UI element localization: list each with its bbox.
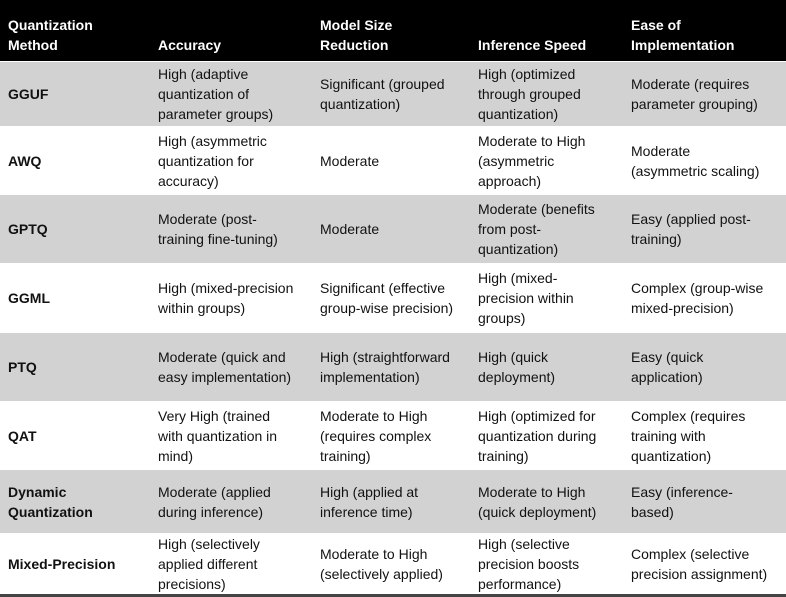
cell-accuracy: Moderate (applied during inference) (150, 469, 312, 534)
header-size: Model Size Reduction (312, 0, 470, 62)
cell-ease: Complex (requires training with quantiza… (631, 407, 746, 464)
cell-speed: High (optimized for quantization during … (478, 407, 597, 464)
cell-accuracy: High (asymmetric quantization for accura… (158, 132, 267, 189)
cell-speed: Moderate to High (quick deployment) (470, 469, 623, 534)
header-accuracy: Accuracy (150, 0, 312, 62)
cell-accuracy: Very High (trained with quantization in … (158, 407, 278, 464)
cell-speed: High (mixed- precision within groups) (478, 270, 574, 326)
cell-ease: Easy (applied post- training) (623, 194, 786, 264)
header-row: Quantization Method Accuracy Model Size … (0, 0, 786, 62)
cell-ease: Complex (selective precision assignment) (631, 546, 768, 582)
table-row: GPTQ Moderate (post- training fine-tuning… (0, 194, 786, 264)
cell-method: Dynamic Quantization (0, 469, 150, 534)
cell-method: GGML (8, 290, 50, 306)
cell-size: Moderate to High (selectively applied) (320, 546, 443, 582)
cell-speed: Moderate to High (asymmetric approach) (478, 132, 586, 189)
cell-ease: Moderate (asymmetric scaling) (631, 142, 760, 179)
table-row: AWQ High (asymmetric quantization for acc… (0, 126, 786, 195)
cell-accuracy: Moderate (quick and easy implementation) (150, 332, 312, 402)
cell-ease: Moderate (requires parameter grouping) (623, 61, 786, 127)
cell-ease: Complex (group-wise mixed-precision) (631, 280, 764, 316)
cell-speed: High (quick deployment) (470, 332, 623, 402)
cell-accuracy: High (selectively applied different prec… (158, 536, 260, 592)
cell-method: GGUF (0, 61, 150, 127)
cell-method: AWQ (8, 152, 42, 169)
table-row: GGUF High (adaptive quantization of param… (0, 61, 786, 127)
cell-ease: Easy (inference- based) (623, 469, 786, 534)
header-method: Quantization Method (0, 0, 150, 62)
cell-speed: High (optimized through grouped quantiza… (470, 61, 623, 127)
cell-accuracy: Moderate (post- training fine-tuning) (150, 194, 312, 264)
cell-size: Significant (grouped quantization) (312, 61, 470, 127)
cell-size: Moderate (320, 152, 380, 169)
table-row: Dynamic Quantization Moderate (applied du… (0, 469, 786, 534)
cell-method: PTQ (0, 332, 150, 402)
cell-speed: Moderate (benefits from post- quantizati… (470, 194, 623, 264)
cell-speed: High (selective precision boosts perform… (478, 536, 580, 592)
cell-size: High (applied at inference time) (312, 469, 470, 534)
header-ease: Ease of Implementation (623, 0, 786, 62)
cell-accuracy: High (mixed-precision within groups) (158, 280, 294, 316)
table-row: GGML High (mixed-precision within groups)… (0, 263, 786, 333)
cell-size: Moderate (312, 194, 470, 264)
cell-method: Mixed-Precision (8, 556, 116, 572)
header-speed: Inference Speed (470, 0, 623, 62)
cell-size: Significant (effective group-wise precis… (320, 280, 454, 316)
cell-size: Moderate to High (requires complex train… (320, 407, 432, 464)
table-row: PTQ Moderate (quick and easy implementati… (0, 332, 786, 402)
table-row: Mixed-Precision High (selectively applied… (0, 533, 786, 596)
cell-method: GPTQ (0, 194, 150, 264)
cell-ease: Easy (quick application) (623, 332, 786, 402)
cell-size: High (straightforward implementation) (312, 332, 470, 402)
cell-accuracy: High (adaptive quantization of parameter… (150, 61, 312, 127)
table-row: QAT Very High (trained with quantization … (0, 401, 786, 470)
cell-method: QAT (8, 427, 37, 444)
